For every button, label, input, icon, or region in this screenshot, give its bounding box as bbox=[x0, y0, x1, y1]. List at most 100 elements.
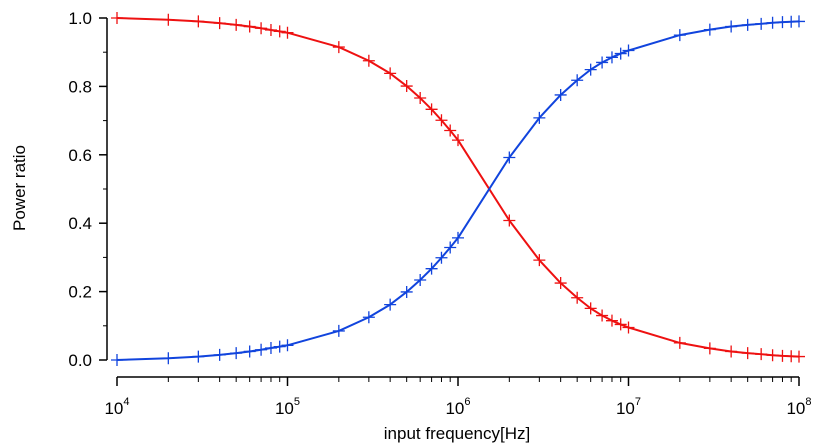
data-point-marker bbox=[596, 309, 609, 322]
x-tick-exponent: 6 bbox=[464, 396, 470, 408]
data-point-marker bbox=[281, 339, 294, 352]
data-point-marker bbox=[703, 23, 716, 36]
y-tick-label: 0.0 bbox=[68, 351, 92, 370]
data-point-marker bbox=[673, 29, 686, 42]
data-point-marker bbox=[725, 20, 738, 33]
data-point-marker bbox=[162, 352, 175, 365]
data-point-marker bbox=[452, 134, 464, 147]
x-tick-base: 10 bbox=[275, 399, 294, 418]
data-point-marker bbox=[725, 345, 738, 358]
data-point-marker bbox=[584, 63, 597, 76]
data-point-marker bbox=[571, 291, 584, 304]
x-tick-base: 10 bbox=[616, 399, 635, 418]
data-point-marker bbox=[596, 56, 609, 69]
data-point-marker bbox=[281, 26, 294, 39]
data-point-marker bbox=[255, 343, 268, 356]
data-point-marker bbox=[584, 302, 597, 315]
data-point-marker bbox=[362, 311, 375, 324]
x-axis-title: input frequency[Hz] bbox=[384, 424, 530, 443]
data-point-marker bbox=[230, 18, 243, 31]
data-point-marker bbox=[243, 20, 256, 33]
data-point-marker bbox=[362, 54, 375, 67]
x-tick-exponent: 8 bbox=[805, 396, 811, 408]
data-point-marker bbox=[213, 17, 226, 30]
y-tick-label: 0.2 bbox=[68, 283, 92, 302]
data-point-marker bbox=[755, 348, 768, 361]
data-point-marker bbox=[435, 251, 448, 264]
data-point-marker bbox=[673, 336, 686, 349]
data-point-marker bbox=[741, 347, 754, 360]
y-tick-label: 1.0 bbox=[68, 9, 92, 28]
x-tick-exponent: 5 bbox=[294, 396, 300, 408]
data-point-marker bbox=[503, 151, 516, 164]
data-point-marker bbox=[111, 354, 123, 366]
data-point-marker bbox=[425, 262, 438, 275]
data-point-marker bbox=[162, 13, 175, 26]
data-point-marker bbox=[243, 345, 256, 358]
data-point-marker bbox=[793, 350, 805, 363]
data-point-marker bbox=[425, 103, 438, 116]
data-point-marker bbox=[400, 285, 413, 298]
x-tick-exponent: 7 bbox=[635, 396, 641, 408]
data-point-marker bbox=[554, 277, 567, 290]
series-1 bbox=[111, 12, 805, 363]
data-point-marker bbox=[571, 74, 584, 87]
data-point-marker bbox=[414, 273, 427, 286]
data-point-marker bbox=[414, 92, 427, 105]
data-point-marker bbox=[452, 231, 464, 244]
data-point-marker bbox=[332, 41, 345, 54]
x-tick-label: 105 bbox=[275, 396, 300, 418]
data-point-marker bbox=[255, 22, 268, 35]
data-point-marker bbox=[533, 254, 546, 267]
x-tick-label: 108 bbox=[786, 396, 811, 418]
data-point-marker bbox=[332, 324, 345, 337]
data-point-marker bbox=[444, 124, 457, 137]
data-point-marker bbox=[384, 67, 397, 80]
data-point-marker bbox=[622, 44, 635, 57]
series-line bbox=[116, 20, 800, 361]
data-point-marker bbox=[444, 241, 457, 254]
data-point-marker bbox=[741, 18, 754, 31]
y-tick-label: 0.4 bbox=[68, 214, 92, 233]
data-point-marker bbox=[605, 51, 618, 64]
y-tick-label: 0.6 bbox=[68, 146, 92, 165]
data-point-marker bbox=[703, 342, 716, 355]
data-point-marker bbox=[766, 16, 779, 29]
data-point-marker bbox=[533, 111, 546, 124]
data-point-marker bbox=[755, 17, 768, 30]
x-tick-base: 10 bbox=[445, 399, 464, 418]
y-axis-title: Power ratio bbox=[10, 145, 29, 231]
data-point-marker bbox=[273, 25, 286, 38]
data-point-marker bbox=[230, 347, 243, 360]
series-2 bbox=[111, 15, 805, 366]
data-point-marker bbox=[384, 298, 397, 311]
x-tick-base: 10 bbox=[104, 399, 123, 418]
x-tick-label: 104 bbox=[104, 396, 129, 418]
data-point-marker bbox=[192, 350, 205, 363]
data-point-marker bbox=[264, 23, 277, 36]
data-point-marker bbox=[213, 348, 226, 361]
data-point-marker bbox=[766, 349, 779, 362]
data-point-marker bbox=[614, 47, 627, 60]
x-tick-exponent: 4 bbox=[123, 396, 129, 408]
data-point-marker bbox=[614, 318, 627, 331]
x-tick-label: 107 bbox=[616, 396, 641, 418]
series-layer bbox=[111, 12, 805, 366]
data-point-marker bbox=[111, 12, 123, 24]
data-point-marker bbox=[622, 321, 635, 334]
data-point-marker bbox=[400, 80, 413, 93]
x-tick-label: 106 bbox=[445, 396, 470, 418]
y-tick-label: 0.8 bbox=[68, 77, 92, 96]
data-point-marker bbox=[273, 340, 286, 353]
data-point-marker bbox=[264, 342, 277, 355]
data-point-marker bbox=[605, 314, 618, 327]
x-tick-base: 10 bbox=[786, 399, 805, 418]
data-point-marker bbox=[554, 88, 567, 101]
data-point-marker bbox=[793, 15, 805, 28]
data-point-marker bbox=[503, 214, 516, 227]
data-point-marker bbox=[435, 114, 448, 127]
series-line bbox=[116, 17, 800, 358]
data-point-marker bbox=[192, 15, 205, 28]
